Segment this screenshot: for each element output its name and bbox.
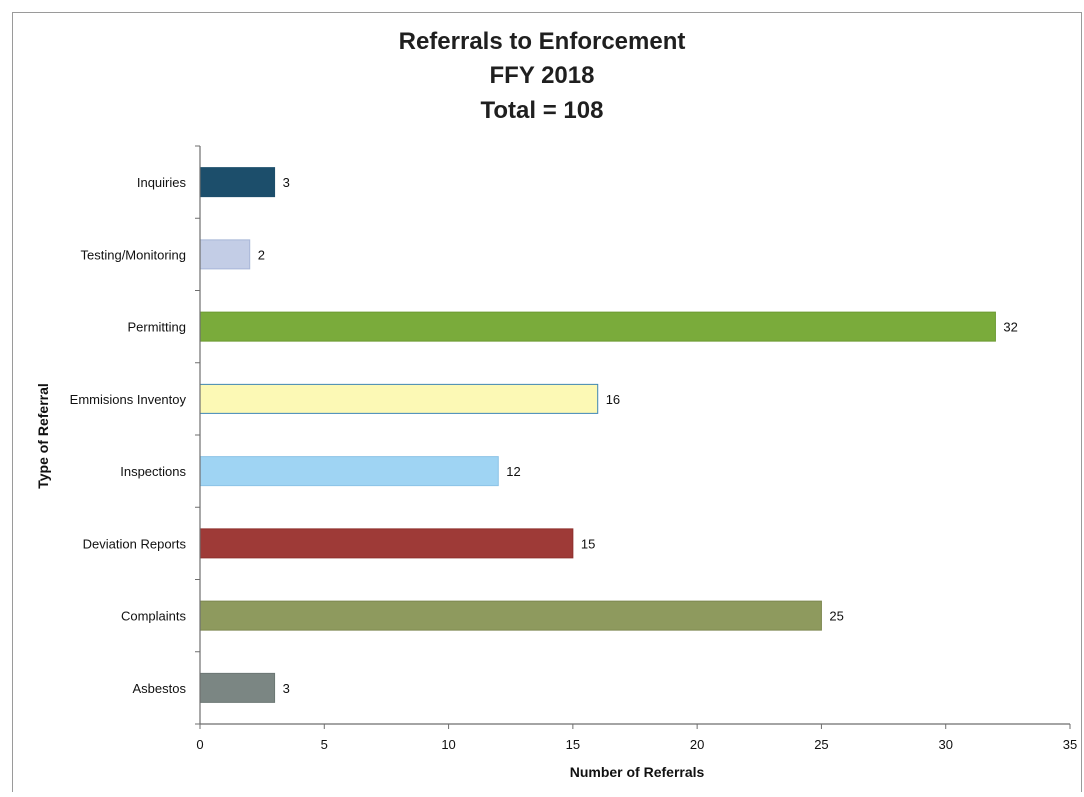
bar	[199, 383, 599, 414]
y-category-label: Emmisions Inventoy	[70, 392, 187, 407]
bar-value-label: 32	[1003, 320, 1017, 335]
x-tick-label: 30	[938, 737, 952, 752]
y-category-label: Asbestos	[133, 681, 187, 696]
bar-value-label: 16	[606, 392, 620, 407]
axes-layer	[195, 145, 1071, 729]
y-category-label: Deviation Reports	[83, 536, 187, 551]
bar	[199, 528, 574, 559]
bar	[199, 600, 822, 631]
chart-title-line-2: FFY 2018	[489, 62, 595, 89]
x-tick-label: 25	[814, 737, 828, 752]
bar-value-label: 3	[283, 175, 290, 190]
x-tick-label: 15	[566, 737, 580, 752]
labels-layer: 0 5 10 15 20 25 30 35 Inquiries 3 Testing/Monitori…	[70, 175, 1078, 752]
chart-frame	[12, 12, 1082, 792]
bars-layer	[199, 167, 996, 703]
y-category-label: Complaints	[121, 609, 187, 624]
y-category-label: Inspections	[120, 464, 186, 479]
bar	[199, 672, 276, 703]
x-tick-label: 10	[441, 737, 455, 752]
bar-value-label: 3	[283, 681, 290, 696]
bar-value-label: 2	[258, 247, 265, 262]
y-category-label: Inquiries	[137, 175, 187, 190]
bar	[199, 311, 996, 342]
bar-value-label: 25	[829, 609, 843, 624]
y-category-label: Testing/Monitoring	[81, 247, 187, 262]
chart-title-line-3: Total = 108	[480, 97, 604, 124]
bar	[199, 239, 251, 270]
y-axis-title: Type of Referral	[35, 383, 51, 489]
bar-value-label: 15	[581, 536, 595, 551]
x-axis-title: Number of Referrals	[570, 764, 705, 780]
bar	[199, 456, 499, 487]
x-tick-label: 5	[321, 737, 328, 752]
y-category-label: Permitting	[127, 320, 186, 335]
x-tick-label: 20	[690, 737, 704, 752]
chart-title-line-1: Referrals to Enforcement	[398, 28, 686, 55]
bar-value-label: 12	[506, 464, 520, 479]
x-tick-label: 0	[196, 737, 203, 752]
bar	[199, 167, 276, 198]
x-tick-label: 35	[1063, 737, 1077, 752]
